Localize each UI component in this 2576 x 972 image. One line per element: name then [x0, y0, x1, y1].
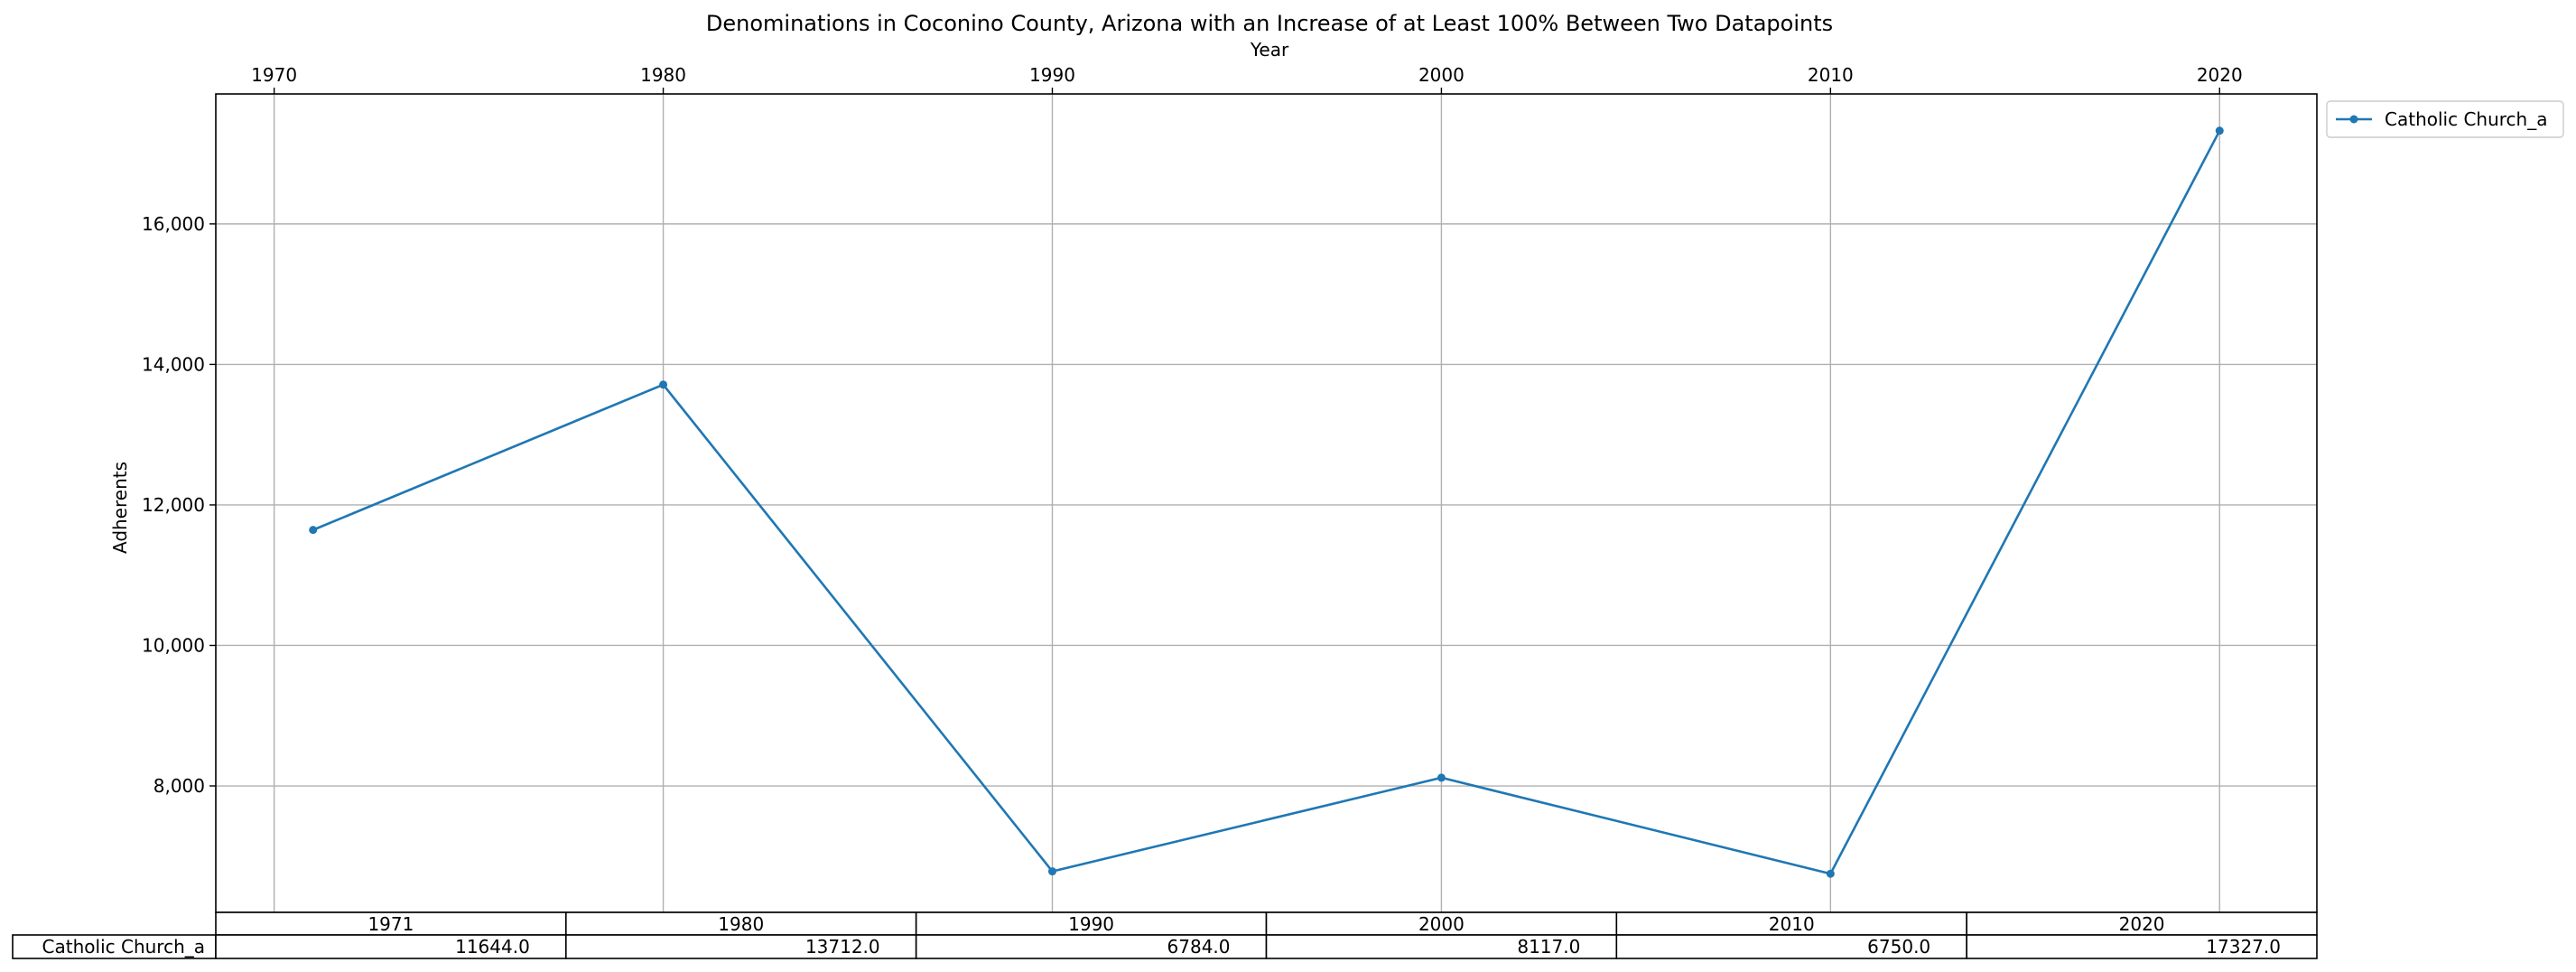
x-axis: 1970 1980 1990 2000 2010 2020: [251, 64, 2243, 94]
table-cell: [1966, 934, 2318, 959]
y-tick-label: 10,000: [142, 634, 205, 656]
series-line: [312, 130, 2221, 875]
table-header-cell: [1265, 911, 1618, 936]
table-cell-value: 8117.0: [1517, 936, 1580, 958]
table-cell-value: 11644.0: [455, 936, 530, 958]
table-cell-value: 13712.0: [805, 936, 880, 958]
table-header-text: 2010: [1769, 913, 1815, 935]
series-layer: [309, 126, 2224, 878]
y-axis: 8,000 10,000 12,000 14,000 16,000: [142, 213, 216, 797]
data-point: [2215, 126, 2224, 136]
y-tick-label: 8,000: [153, 775, 205, 797]
table-header-text: 2020: [2119, 913, 2165, 935]
x-tick-label: 1990: [1029, 64, 1075, 86]
table-row-label-cell: [12, 934, 217, 959]
y-tick-label: 16,000: [142, 213, 205, 235]
table-header-text: 2000: [1418, 913, 1465, 935]
legend-box: [2326, 100, 2564, 138]
table-header-text: 1971: [367, 913, 414, 935]
y-axis-label: Adherents: [109, 462, 131, 554]
table-header-cell: [1966, 911, 2318, 936]
table-row-label: Catholic Church_a: [42, 936, 205, 958]
table-cell-value: 6750.0: [1867, 936, 1930, 958]
y-tick-label: 14,000: [142, 353, 205, 375]
data-table: 1971 1980 1990 2000 2010 2020 Catholic Church_…: [12, 911, 2318, 959]
data-point: [659, 380, 668, 389]
y-tick-label: 12,000: [142, 494, 205, 516]
x-tick-label: 1980: [640, 64, 686, 86]
plot-frame: [215, 93, 2318, 913]
legend-label: Catholic Church_a: [2385, 108, 2547, 130]
data-point: [309, 526, 318, 535]
table-cell-value: 17327.0: [2206, 936, 2281, 958]
table-cell: [1265, 934, 1618, 959]
table-header-text: 1990: [1068, 913, 1114, 935]
table-cell: [915, 934, 1268, 959]
table-header-cell: [565, 911, 917, 936]
legend: Catholic Church_a: [2326, 100, 2564, 138]
chart-title: Denominations in Coconino County, Arizon…: [706, 11, 1833, 36]
data-point: [1826, 869, 1835, 878]
data-point: [1437, 773, 1446, 782]
x-tick-label: 2010: [1808, 64, 1854, 86]
table-cell-value: 6784.0: [1167, 936, 1231, 958]
legend-marker: [2349, 115, 2358, 124]
x-tick-label: 1970: [251, 64, 297, 86]
table-header-text: 1980: [718, 913, 764, 935]
x-tick-label: 2000: [1418, 64, 1465, 86]
data-point: [1047, 867, 1056, 876]
x-tick-label: 2020: [2197, 64, 2243, 86]
table-cell: [215, 934, 567, 959]
x-axis-label: Year: [1250, 39, 1289, 61]
grid-lines: [216, 94, 2317, 912]
